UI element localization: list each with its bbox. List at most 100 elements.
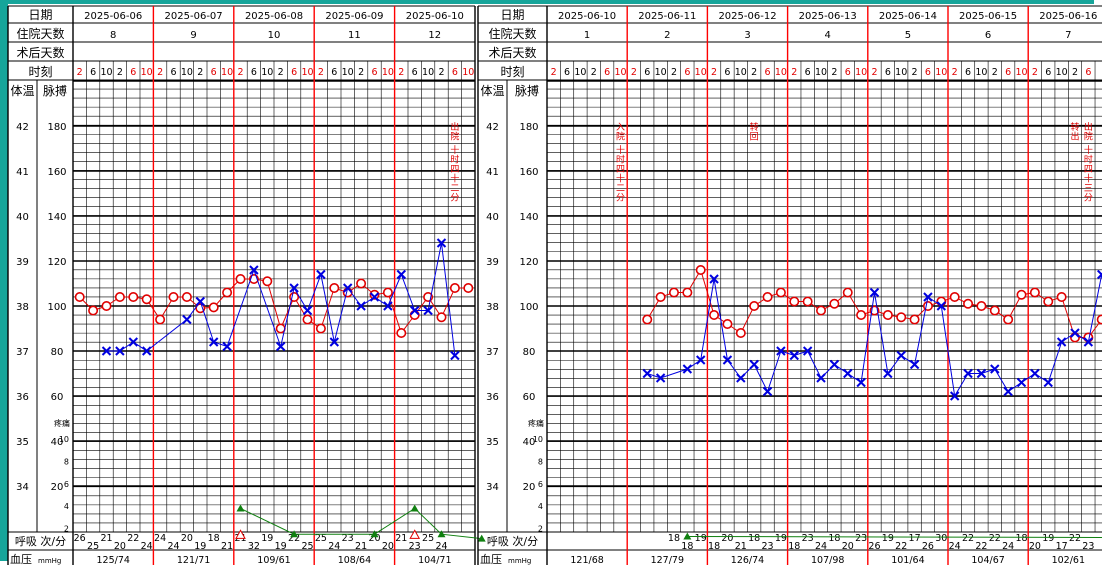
pain-tick: 2 — [64, 525, 69, 534]
pulse-point — [789, 350, 799, 361]
resp-value: 20 — [114, 541, 126, 552]
day-date: 2025-06-09 — [325, 11, 383, 22]
resp-value: 26 — [922, 541, 934, 552]
resp-value: 25 — [422, 533, 434, 544]
resp-value: 32 — [248, 541, 260, 552]
temp-tick: 38 — [486, 302, 499, 313]
day-blood-pressure: 121/68 — [570, 555, 603, 565]
time-slot-label: 10 — [655, 67, 667, 78]
temp-point — [842, 287, 853, 298]
resp-value: 24 — [167, 541, 179, 552]
bp-label: 血压 — [10, 552, 32, 565]
day-date: 2025-06-10 — [406, 11, 464, 22]
pulse-point — [762, 386, 773, 397]
event-note-char: 回 — [750, 132, 759, 143]
day-hosp-count: 6 — [985, 30, 991, 41]
pulse-point — [1043, 377, 1053, 388]
date-label: 日期 — [500, 8, 524, 22]
temp-point — [989, 305, 1000, 316]
event-note-char: 院 — [1084, 131, 1093, 143]
time-slot-label: 6 — [1005, 67, 1011, 78]
pulse-tick: 20 — [51, 482, 64, 493]
temp-point — [882, 309, 893, 320]
bp-unit: mmHg — [508, 557, 531, 565]
pulse-tick: 120 — [519, 257, 538, 268]
day-hosp-count: 12 — [428, 30, 441, 41]
pulse-point — [749, 359, 759, 370]
resp-value: 25 — [301, 541, 313, 552]
event-note-char: 二 — [616, 184, 625, 194]
resp-label: 呼吸 次/分 — [15, 534, 66, 548]
temp-tick: 34 — [16, 482, 29, 493]
day-blood-pressure: 107/98 — [811, 555, 844, 565]
time-slot-label: 2 — [237, 67, 243, 78]
temp-point — [642, 314, 653, 325]
pulse-point — [923, 292, 933, 302]
time-slot-label: 2 — [952, 67, 958, 78]
pulse-tick: 40 — [523, 437, 536, 448]
event-note-char: 院 — [450, 131, 459, 143]
postop-days-label: 术后天数 — [488, 45, 536, 60]
pulse-tick: 160 — [47, 167, 66, 178]
pain-open-marker — [235, 529, 246, 539]
pulse-tick: 80 — [523, 347, 536, 358]
pulse-point — [356, 301, 366, 311]
bp-label: 血压 — [480, 552, 502, 565]
pulse-point — [369, 292, 380, 302]
temp-point — [369, 289, 380, 300]
time-slot-label: 6 — [130, 67, 136, 78]
temp-tick: 42 — [16, 122, 29, 133]
temp-point — [949, 291, 960, 302]
temp-point — [1056, 291, 1067, 302]
day-blood-pressure: 101/64 — [891, 555, 924, 565]
event-note-char: 十 — [450, 173, 459, 185]
pulse-point — [990, 364, 1000, 374]
pulse-tick: 180 — [47, 122, 66, 133]
event-note-char: 十 — [616, 144, 625, 156]
resp-value: 18 — [788, 541, 800, 552]
temp-tick: 36 — [16, 392, 29, 403]
resp-value: 23 — [802, 533, 814, 544]
temp-point — [655, 291, 666, 302]
pulse-point — [396, 269, 407, 280]
day-date: 2025-06-15 — [959, 11, 1017, 22]
event-note-char: 转 — [1070, 121, 1079, 133]
pulse-tick: 140 — [519, 212, 538, 223]
temp-point — [356, 278, 367, 289]
day-hosp-count: 5 — [905, 30, 911, 41]
time-slot-label: 2 — [671, 67, 677, 78]
pulse-point — [963, 368, 973, 379]
time-slot-label: 10 — [1015, 67, 1027, 78]
time-slot-label: 6 — [90, 67, 96, 78]
day-date: 2025-06-06 — [84, 11, 142, 22]
time-slot-label: 10 — [221, 67, 233, 78]
temp-point — [816, 305, 827, 316]
postop-days-label: 术后天数 — [16, 45, 64, 60]
pain-tick: 8 — [64, 457, 69, 466]
time-slot-label: 10 — [261, 67, 273, 78]
time-slot-label: 6 — [251, 67, 257, 78]
pulse-point — [423, 305, 433, 316]
temp-point — [1029, 287, 1040, 298]
temp-point — [896, 312, 907, 323]
event-note-char: 时 — [616, 154, 625, 166]
pulse-point — [249, 265, 259, 275]
resp-value: 21 — [355, 541, 367, 552]
time-slot-label: 6 — [452, 67, 458, 78]
pulse-point — [802, 346, 813, 356]
temp-point — [128, 291, 139, 302]
pulse-point — [736, 373, 746, 383]
temp-tick: 37 — [16, 347, 29, 358]
time-slot-label: 10 — [895, 67, 907, 78]
temp-point — [463, 282, 474, 293]
temp-point — [155, 314, 166, 325]
time-slot-label: 6 — [564, 67, 570, 78]
pulse-point — [128, 337, 139, 347]
pulse-tick: 60 — [51, 392, 64, 403]
day-blood-pressure: 108/64 — [338, 555, 371, 565]
event-note-char: 分 — [1084, 193, 1093, 204]
pain-marker — [477, 534, 486, 542]
resp-value: 18 — [708, 541, 720, 552]
event-note-char: 出 — [450, 121, 459, 133]
